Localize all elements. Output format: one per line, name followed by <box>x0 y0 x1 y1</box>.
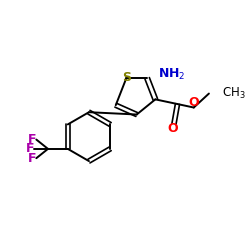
Text: O: O <box>168 122 178 136</box>
Text: O: O <box>188 96 199 109</box>
Text: S: S <box>122 71 131 84</box>
Text: CH$_3$: CH$_3$ <box>222 86 246 101</box>
Text: NH$_2$: NH$_2$ <box>158 67 185 82</box>
Text: F: F <box>28 133 36 146</box>
Text: F: F <box>28 152 36 165</box>
Text: F: F <box>26 142 34 155</box>
